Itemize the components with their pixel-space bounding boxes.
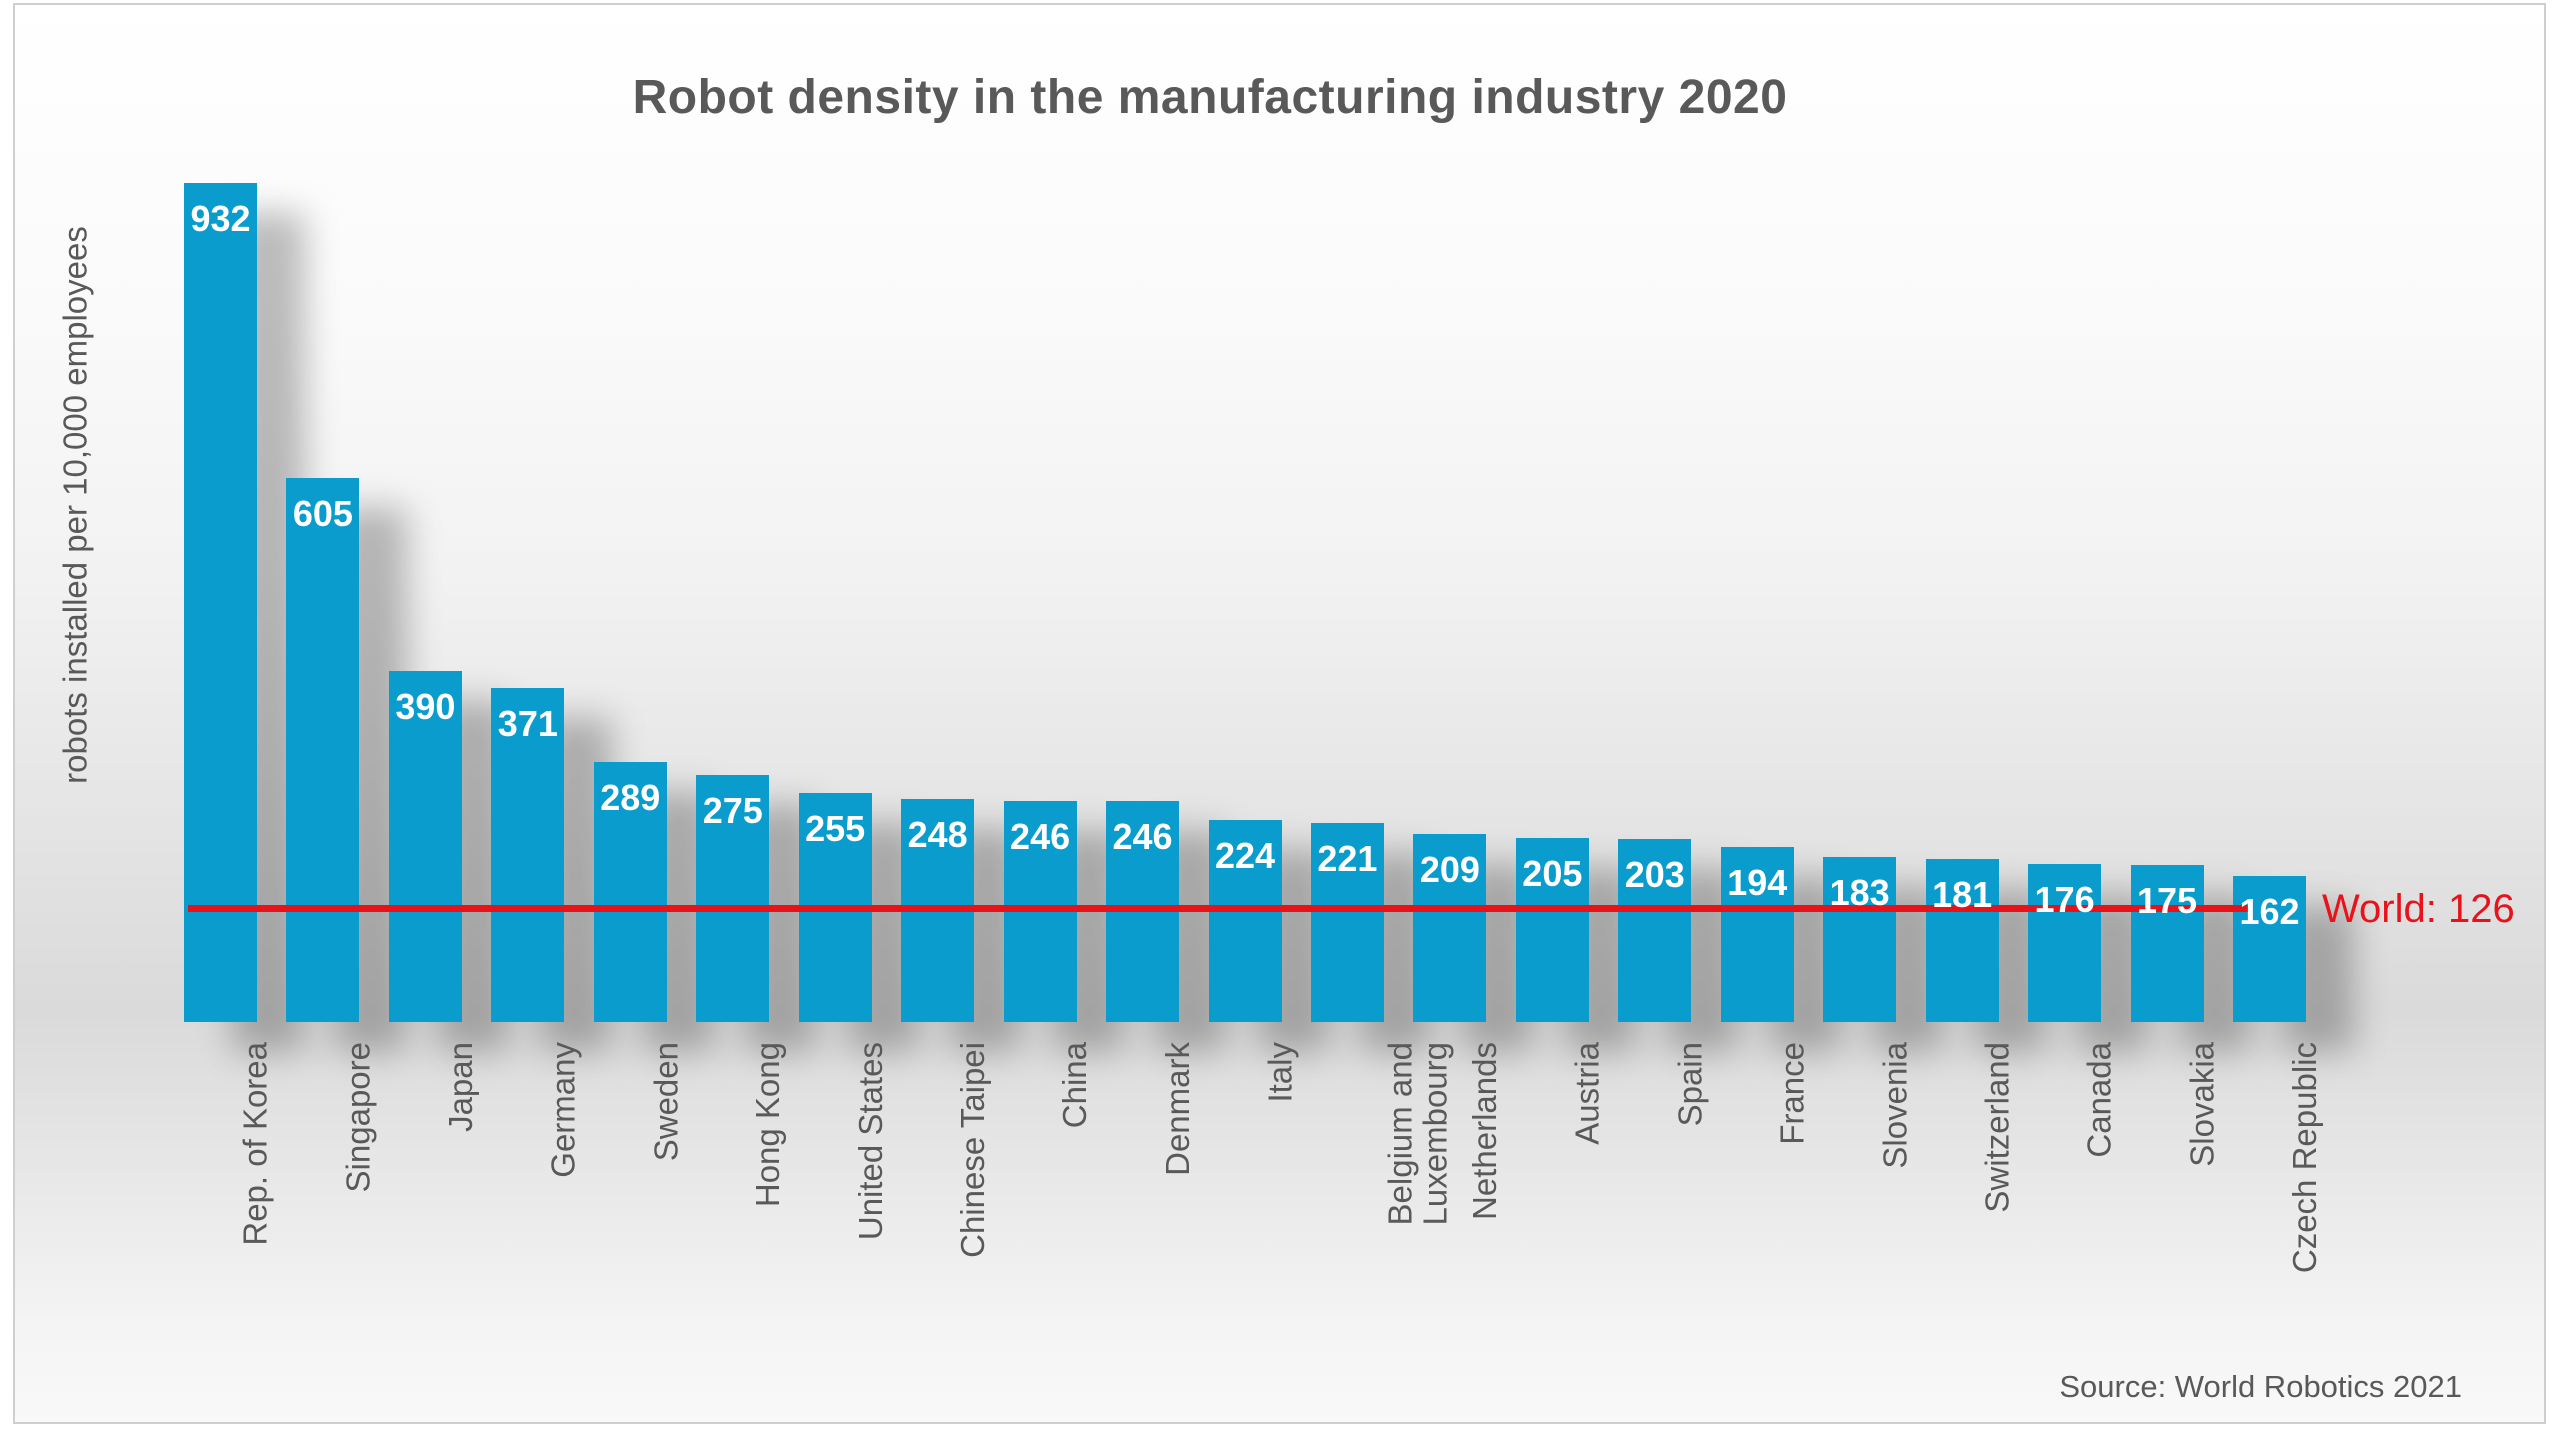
bar-value-label: 248: [907, 813, 968, 855]
bar-value-label: 390: [395, 686, 456, 727]
category-label: Switzerland: [1978, 1042, 2016, 1213]
category-label: Singapore: [339, 1042, 377, 1193]
category-label: Austria: [1568, 1042, 1606, 1145]
bar: [696, 774, 770, 1022]
category-label: Sweden: [646, 1042, 684, 1162]
bar: [1413, 833, 1487, 1022]
category-label: France: [1773, 1042, 1811, 1145]
category-label: Canada: [2081, 1042, 2119, 1158]
bar-value-label: 605: [292, 492, 353, 534]
bar-value-label: 183: [1829, 872, 1890, 914]
category-label: Japan: [441, 1042, 479, 1132]
bar-value-label: 203: [1624, 854, 1685, 896]
bar-value-label: 224: [1214, 835, 1276, 877]
y-axis-label: robots installed per 10,000 employees: [57, 226, 94, 784]
category-label: Slovenia: [1876, 1042, 1914, 1169]
bar-value-label: 255: [805, 807, 866, 849]
bar: [491, 688, 565, 1022]
bar-value-label: 371: [497, 703, 558, 745]
chart-title: Robot density in the manufacturing indus…: [632, 71, 1788, 124]
category-label: Netherlands: [1466, 1042, 1504, 1220]
category-label: Spain: [1671, 1042, 1709, 1127]
bar-value-label: 246: [1112, 815, 1173, 857]
category-label: Belgium and Luxembourg: [1381, 1042, 1454, 1226]
bar: [2028, 863, 2102, 1022]
bar-value-label: 275: [702, 789, 763, 831]
category-label: Denmark: [1159, 1042, 1197, 1176]
bar: [1515, 837, 1589, 1022]
bar-value-label: 932: [190, 198, 251, 240]
category-label: Germany: [544, 1042, 582, 1178]
category-label: Rep. of Korea: [237, 1042, 274, 1246]
category-label: Chinese Taipei: [954, 1042, 992, 1258]
category-label: China: [1056, 1042, 1094, 1129]
category-label: United States: [851, 1042, 889, 1241]
bar-value-label: 176: [2034, 878, 2095, 920]
bar-value-label: 175: [2137, 879, 2198, 921]
bar: [2233, 876, 2306, 1022]
category-label: Czech Republic: [2286, 1042, 2323, 1274]
world-reference-line: [188, 905, 2252, 913]
bar: [1720, 847, 1794, 1022]
category-label: Italy: [1261, 1042, 1299, 1103]
bar-value-label: 209: [1419, 848, 1480, 890]
bar-value-label: 181: [1932, 874, 1993, 916]
bar-value-label: 194: [1727, 862, 1788, 904]
world-reference-label: World: 126: [2322, 886, 2515, 931]
bar-value-label: 162: [2239, 891, 2300, 933]
source-note: Source: World Robotics 2021: [2059, 1369, 2462, 1404]
bar: [388, 671, 462, 1022]
bar: [2130, 864, 2204, 1022]
bar: [1618, 839, 1692, 1022]
bar-value-label: 289: [600, 776, 661, 818]
bar-value-label: 221: [1317, 838, 1378, 880]
bar: [1310, 823, 1384, 1022]
bar: [1925, 859, 1999, 1022]
bar: [593, 761, 667, 1022]
bar: [286, 477, 360, 1022]
bar: [184, 183, 257, 1022]
category-label: Hong Kong: [749, 1042, 787, 1208]
bar: [1208, 820, 1282, 1022]
bar-value-label: 205: [1522, 852, 1583, 894]
bar-value-label: 246: [1010, 815, 1071, 857]
category-label: Slovakia: [2183, 1042, 2221, 1167]
bar: [1823, 857, 1897, 1022]
